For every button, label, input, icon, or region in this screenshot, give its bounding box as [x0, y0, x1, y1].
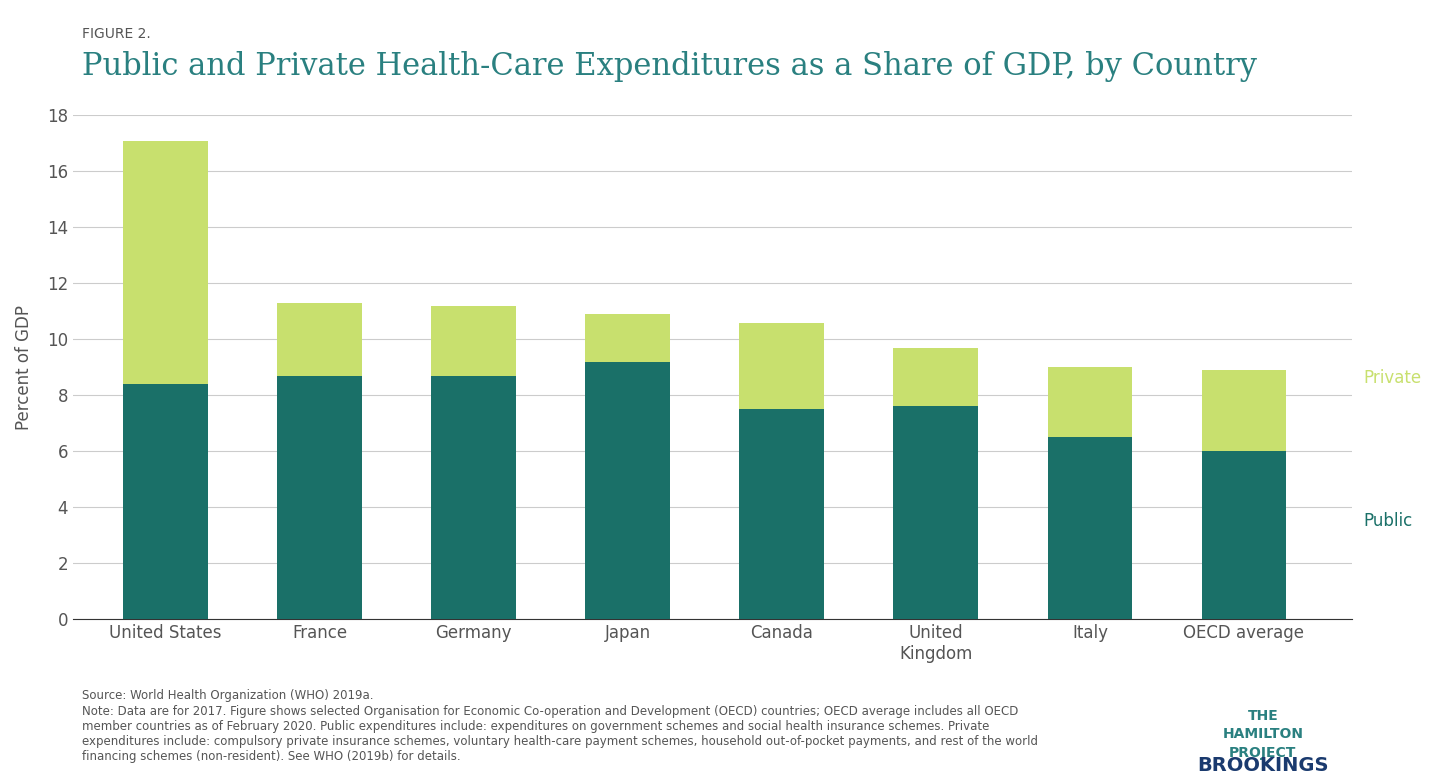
Bar: [277, 375, 362, 619]
Y-axis label: Percent of GDP: Percent of GDP: [14, 305, 33, 430]
Bar: [894, 407, 979, 619]
Bar: [432, 305, 517, 375]
Bar: [1048, 437, 1132, 619]
Text: Note: Data are for 2017. Figure shows selected Organisation for Economic Co-oper: Note: Data are for 2017. Figure shows se…: [82, 705, 1038, 763]
Bar: [585, 361, 670, 619]
Bar: [1201, 370, 1286, 451]
Bar: [277, 303, 362, 375]
Bar: [123, 141, 208, 384]
Bar: [739, 323, 824, 409]
Bar: [1048, 367, 1132, 437]
Bar: [894, 347, 979, 407]
Text: Public and Private Health-Care Expenditures as a Share of GDP, by Country: Public and Private Health-Care Expenditu…: [82, 51, 1257, 82]
Text: Source: World Health Organization (WHO) 2019a.: Source: World Health Organization (WHO) …: [82, 689, 373, 703]
Bar: [123, 384, 208, 619]
Bar: [585, 314, 670, 361]
Bar: [432, 375, 517, 619]
Text: Private: Private: [1363, 369, 1422, 387]
Text: BROOKINGS: BROOKINGS: [1197, 756, 1329, 774]
Text: FIGURE 2.: FIGURE 2.: [82, 27, 151, 41]
Text: Public: Public: [1363, 512, 1412, 530]
Bar: [739, 409, 824, 619]
Text: THE
HAMILTON
PROJECT: THE HAMILTON PROJECT: [1223, 709, 1303, 760]
Bar: [1201, 451, 1286, 619]
